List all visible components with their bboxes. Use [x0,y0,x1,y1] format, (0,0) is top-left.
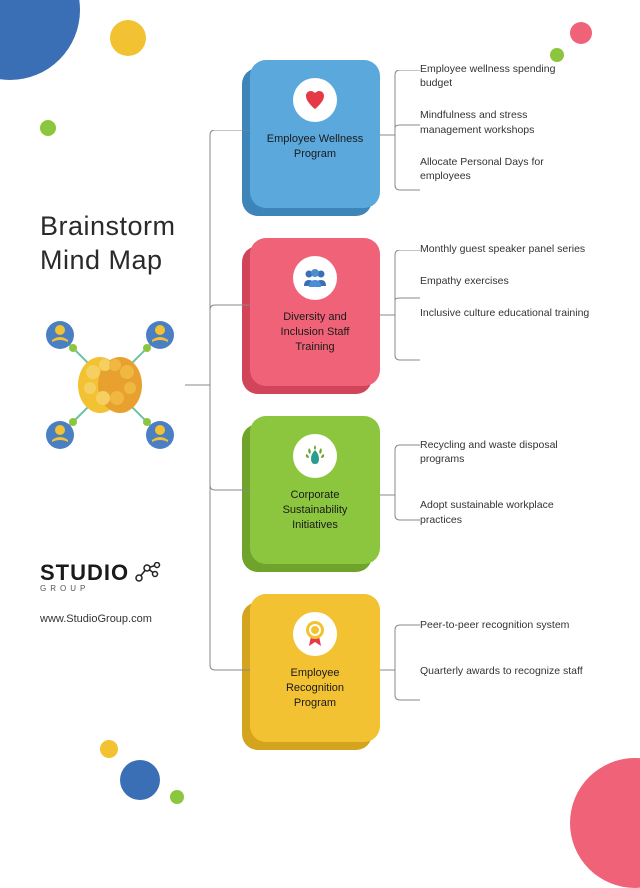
logo-name: STUDIO [40,560,129,586]
list-item: Peer-to-peer recognition system [420,618,583,632]
list-item: Mindfulness and stress management worksh… [420,108,590,136]
heart-icon [293,78,337,122]
logo-block: STUDIO GROUP www.StudioGroup.com [40,560,161,625]
deco-pink-blob [570,758,640,888]
cards-container: Employee Wellness Program Diversity and … [250,60,380,772]
list-item: Empathy exercises [420,274,589,288]
people-icon [293,256,337,300]
deco-green-left [40,120,56,136]
items-3: Peer-to-peer recognition system Quarterl… [420,618,583,696]
card-title: Corporate Sustainability Initiatives [250,488,380,533]
items-1: Monthly guest speaker panel series Empat… [420,242,589,339]
card-title: Employee Wellness Program [250,132,380,162]
card-sustainability: Corporate Sustainability Initiatives [250,416,380,564]
card-title: Employee Recognition Program [250,666,380,711]
list-item: Monthly guest speaker panel series [420,242,589,256]
items-2: Recycling and waste disposal programs Ad… [420,438,590,545]
deco-yellow-bottom [100,740,118,758]
deco-yellow-dot [110,20,146,56]
url: www.StudioGroup.com [40,613,161,625]
list-item: Adopt sustainable workplace practices [420,498,590,526]
list-item: Employee wellness spending budget [420,62,590,90]
award-icon [293,612,337,656]
title-line1: Brainstorm [40,210,176,244]
list-item: Inclusive culture educational training [420,306,589,320]
deco-green-bottom [170,790,184,804]
list-item: Quarterly awards to recognize staff [420,664,583,678]
deco-blue-bottom [120,760,160,800]
items-0: Employee wellness spending budget Mindfu… [420,62,590,201]
list-item: Allocate Personal Days for employees [420,155,590,183]
branch-3 [380,620,420,730]
page-title: Brainstorm Mind Map [40,210,176,278]
branch-2 [380,440,420,550]
deco-blue-blob [0,0,80,80]
deco-green-small [550,48,564,62]
card-title: Diversity and Inclusion Staff Training [250,310,380,355]
trunk-connector [185,130,255,710]
title-line2: Mind Map [40,244,176,278]
list-item: Recycling and waste disposal programs [420,438,590,466]
card-recognition: Employee Recognition Program [250,594,380,742]
brain-illustration [35,310,185,460]
leaf-icon [293,434,337,478]
card-diversity: Diversity and Inclusion Staff Training [250,238,380,386]
branch-0 [380,70,420,210]
branch-1 [380,250,420,390]
logo-icon [133,562,161,584]
deco-pink-dot [570,22,592,44]
card-wellness: Employee Wellness Program [250,60,380,208]
